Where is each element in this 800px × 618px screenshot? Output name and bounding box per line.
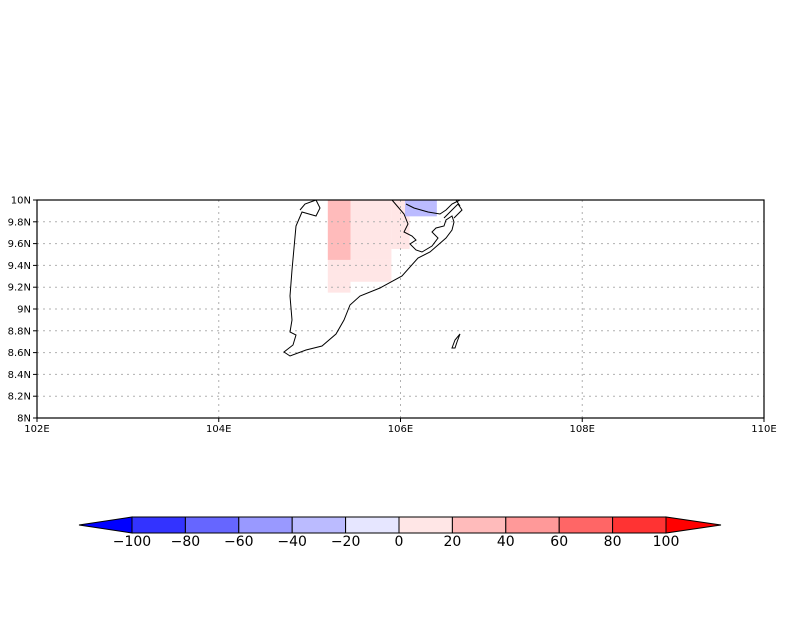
coastline-river-mouth bbox=[405, 199, 463, 219]
colorbar-label: 80 bbox=[604, 534, 622, 550]
colorbar-label: −40 bbox=[277, 534, 307, 550]
y-tick-label: 8.6N bbox=[8, 348, 31, 359]
x-tick-label: 102E bbox=[24, 424, 49, 435]
colorbar-swatch-8 bbox=[558, 516, 614, 534]
data-cell-5 bbox=[405, 200, 437, 217]
data-cells bbox=[327, 200, 437, 293]
colorbar-label: −80 bbox=[171, 534, 201, 550]
map-panel: 102E 104E 106E 108E 110E 8N 8.2N 8.4N 8.6N 8.8N 9… bbox=[8, 196, 777, 436]
y-axis: 8N 8.2N 8.4N 8.6N 8.8N 9N 9.2N 9.4N 9.6N 9.8N 10N bbox=[8, 196, 37, 425]
y-tick-label: 9.8N bbox=[8, 217, 31, 228]
colorbar-label: −100 bbox=[113, 534, 151, 550]
colorbar-arrow-high bbox=[665, 516, 722, 534]
colorbar-swatch-2 bbox=[238, 516, 293, 534]
x-tick-label: 104E bbox=[206, 424, 231, 435]
data-cell-1 bbox=[350, 200, 392, 260]
colorbar: −100 −80 −60 −40 −20 0 20 40 60 80 100 bbox=[78, 516, 722, 550]
data-cell-0 bbox=[327, 200, 351, 260]
colorbar-arrow-low bbox=[78, 516, 133, 534]
colorbar-label: −60 bbox=[224, 534, 254, 550]
x-tick-label: 106E bbox=[388, 424, 413, 435]
y-tick-label: 9.4N bbox=[8, 261, 31, 272]
colorbar-swatch-5 bbox=[398, 516, 453, 534]
gridlines bbox=[37, 200, 764, 418]
colorbar-label: 0 bbox=[395, 534, 404, 550]
coastline-island bbox=[451, 333, 461, 349]
colorbar-label: 40 bbox=[497, 534, 515, 550]
y-tick-label: 9.6N bbox=[8, 239, 31, 250]
colorbar-label: 100 bbox=[653, 534, 680, 550]
x-tick-label: 110E bbox=[751, 424, 776, 435]
y-tick-label: 8.2N bbox=[8, 392, 31, 403]
y-tick-label: 9N bbox=[17, 305, 31, 316]
colorbar-swatch-6 bbox=[451, 516, 507, 534]
y-tick-label: 10N bbox=[11, 196, 31, 207]
data-cell-4 bbox=[350, 259, 392, 282]
x-axis: 102E 104E 106E 108E 110E bbox=[24, 418, 777, 435]
data-cell-3 bbox=[327, 259, 351, 293]
colorbar-label: 60 bbox=[550, 534, 568, 550]
colorbar-swatch-0 bbox=[131, 516, 186, 534]
colorbar-label: −20 bbox=[331, 534, 361, 550]
colorbar-swatch-3 bbox=[291, 516, 347, 534]
x-tick-label: 108E bbox=[570, 424, 595, 435]
colorbar-swatch-4 bbox=[345, 516, 400, 534]
coastline bbox=[283, 199, 463, 357]
colorbar-swatch-9 bbox=[612, 516, 667, 534]
y-tick-label: 8N bbox=[17, 414, 31, 425]
y-tick-label: 8.8N bbox=[8, 326, 31, 337]
y-tick-label: 9.2N bbox=[8, 283, 31, 294]
colorbar-label: 20 bbox=[443, 534, 461, 550]
colorbar-swatch-1 bbox=[184, 516, 240, 534]
colorbar-swatch-7 bbox=[505, 516, 560, 534]
y-tick-label: 8.4N bbox=[8, 370, 31, 381]
coastline-mainland bbox=[283, 199, 455, 357]
